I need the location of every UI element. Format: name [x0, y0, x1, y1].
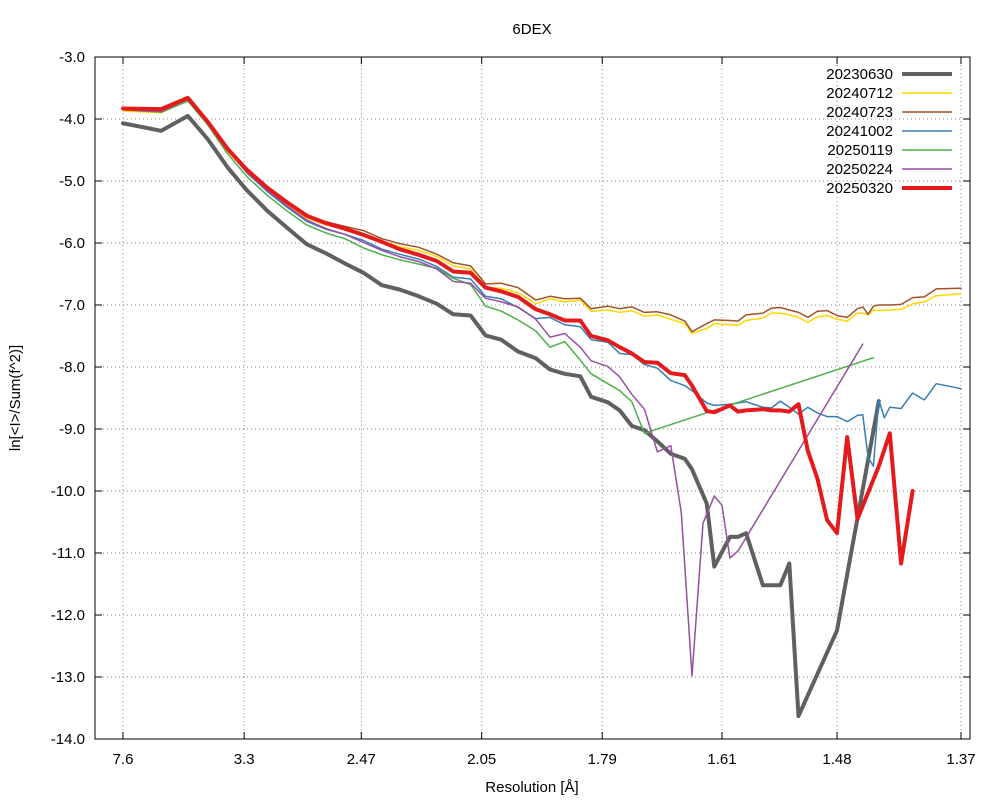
x-tick-label: 1.37 — [946, 751, 975, 768]
legend-label-20240712: 20240712 — [826, 85, 893, 102]
y-axis-title: ln[<I>/Sum(f^2)] — [7, 345, 24, 451]
series-line-20230630 — [121, 113, 881, 719]
series-line-20250119 — [122, 100, 875, 435]
legend: 20230630 20240712 20240723 20241002 20250119… — [826, 66, 952, 197]
legend-label-20250320: 20250320 — [826, 180, 893, 197]
x-axis-title: Resolution [Å] — [485, 779, 578, 796]
legend-label-20250119: 20250119 — [827, 142, 893, 159]
x-tick-label: 1.61 — [707, 751, 736, 768]
y-tick-label: -11.0 — [52, 545, 85, 562]
legend-label-20250224: 20250224 — [826, 161, 893, 178]
y-tick-label: -14.0 — [51, 731, 85, 748]
series-line-20250224 — [122, 98, 864, 677]
legend-label-20240723: 20240723 — [826, 104, 893, 121]
chart-title: 6DEX — [512, 21, 551, 38]
y-tick-label: -7.0 — [59, 297, 85, 314]
x-tick-label: 7.6 — [113, 751, 134, 768]
x-tick-label: 1.48 — [822, 751, 851, 768]
y-tick-label: -10.0 — [51, 483, 85, 500]
y-tick-label: -6.0 — [59, 235, 85, 252]
x-tick-label: 3.3 — [234, 751, 255, 768]
y-tick-label: -3.0 — [59, 49, 85, 66]
x-tick-label: 2.47 — [347, 751, 376, 768]
series-line-20250320 — [121, 95, 915, 566]
legend-label-20230630: 20230630 — [826, 66, 893, 83]
series-line-20240723 — [122, 97, 962, 333]
y-tick-label: -5.0 — [59, 173, 85, 190]
x-tick-label: 1.79 — [588, 751, 617, 768]
y-tick-label: -13.0 — [51, 669, 85, 686]
ticks: -3.0 -4.0 -5.0 -6.0 -7.0 -8.0 -9.0 -10.0 -11.0 -1… — [51, 49, 976, 768]
y-tick-label: -8.0 — [59, 359, 85, 376]
y-tick-label: -12.0 — [51, 607, 85, 624]
y-tick-label: -9.0 — [59, 421, 85, 438]
legend-label-20241002: 20241002 — [826, 123, 893, 140]
plot-frame — [94, 56, 971, 740]
x-tick-label: 2.05 — [467, 751, 496, 768]
series-layer — [121, 95, 962, 719]
y-tick-label: -4.0 — [59, 111, 85, 128]
grid — [95, 57, 970, 739]
